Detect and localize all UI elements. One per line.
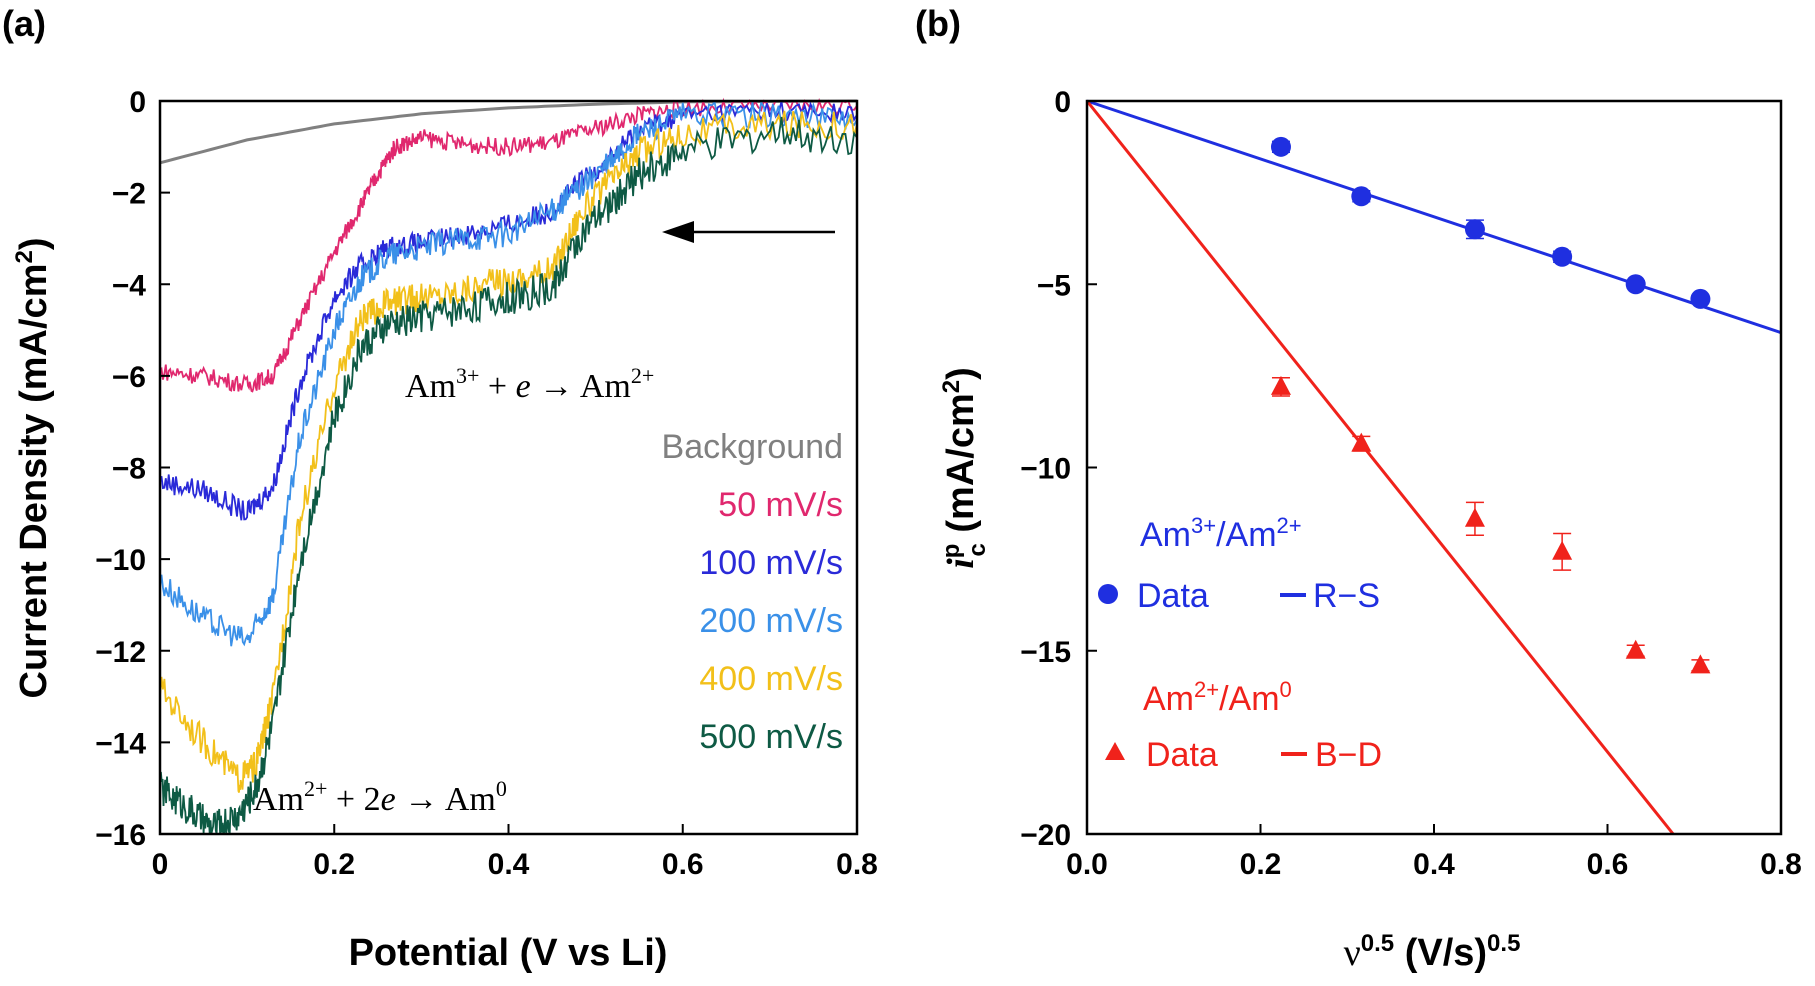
fit-line-r-s	[1086, 99, 1782, 335]
legend-entry-50-mv-s: 50 mV/s	[718, 486, 843, 524]
panel-a-x-tick-label: 0	[152, 848, 169, 881]
legend-fit-label-bd: B−D	[1315, 736, 1382, 774]
panel-b-y-tick-label: 0	[1054, 86, 1071, 119]
data-point-circle	[1625, 274, 1646, 295]
panel-a-x-tick-label: 0.8	[836, 848, 878, 881]
panel-a-y-tick-label: −16	[95, 819, 146, 852]
legend-entry-500-mv-s: 500 mV/s	[699, 718, 843, 756]
panel-a-y-tick-label: −12	[95, 636, 146, 669]
panel-b-label: (b)	[915, 3, 961, 44]
data-point-triangle	[1464, 507, 1485, 527]
legend-group-title-am3-am2: Am3+/Am2+	[1140, 513, 1302, 554]
fit-line-b-d	[1085, 100, 1675, 835]
reaction-annotation-top: Am3+ + e → Am2+	[405, 363, 654, 405]
legend-marker-triangle	[1105, 742, 1125, 760]
panel-a-x-ticks: 0 0.2 0.4 0.6 0.8	[152, 824, 878, 881]
panel-a-y-tick-label: −14	[95, 727, 146, 760]
panel-a-label: (a)	[2, 3, 46, 44]
legend-entry-200-mv-s: 200 mV/s	[699, 602, 843, 640]
panel-a-chart: 0 0.2 0.4 0.6 0.8 0 −2 −4 −6 −8 −10 −12 −14 −16 Pote…	[11, 86, 878, 974]
data-point-circle	[1690, 288, 1711, 309]
panel-b-data-points	[1270, 136, 1711, 674]
panel-a-x-tick-label: 0.6	[662, 848, 704, 881]
legend-data-label-red: Data	[1146, 736, 1218, 774]
legend-data-label-blue: Data	[1137, 577, 1209, 615]
panel-a-y-tick-label: −8	[112, 453, 146, 486]
data-point-triangle	[1270, 375, 1291, 395]
data-point-triangle	[1690, 654, 1711, 674]
panel-b-legend: Am3+/Am2+ Data R−S Am2+/Am0 Data B−D	[1098, 513, 1382, 774]
panel-b-x-axis-title: ν0.5 (V/s)0.5	[1344, 930, 1521, 974]
panel-a-x-tick-label: 0.4	[488, 848, 530, 881]
panel-b-chart: 0.0 0.2 0.4 0.6 0.8 0 −5 −10 −15 −20 ν0.5 (V/s)0…	[938, 86, 1802, 974]
panel-b-plot-frame	[1085, 99, 1783, 836]
data-point-triangle	[1552, 540, 1573, 560]
panel-b-y-tick-label: −15	[1020, 636, 1071, 669]
panel-b-x-tick-label: 0.2	[1240, 848, 1282, 881]
series-line-500-mv-s	[159, 116, 858, 835]
data-point-circle	[1351, 186, 1372, 207]
legend-group-title-am2-am0: Am2+/Am0	[1143, 677, 1292, 718]
series-line-400-mv-s	[159, 110, 858, 793]
panel-b-fit-lines	[1085, 99, 1782, 835]
legend-entry-100-mv-s: 100 mV/s	[699, 544, 843, 582]
panel-a-y-tick-label: −4	[112, 269, 147, 302]
panel-b-y-tick-label: −20	[1020, 819, 1071, 852]
panel-b-x-tick-label: 0.0	[1066, 848, 1108, 881]
data-point-triangle	[1625, 639, 1646, 659]
panel-b-x-tick-label: 0.6	[1587, 848, 1629, 881]
scan-direction-arrow	[662, 221, 835, 243]
panel-b-y-tick-label: −10	[1020, 453, 1071, 486]
series-line-50-mv-s	[159, 97, 858, 393]
panel-a-x-tick-label: 0.2	[313, 848, 355, 881]
data-point-circle	[1464, 219, 1485, 240]
legend-marker-circle	[1098, 584, 1118, 604]
panel-b-y-axis-title: ipc (mA/cm2)	[938, 367, 991, 569]
panel-a-y-tick-label: 0	[129, 86, 146, 119]
data-point-circle	[1270, 136, 1291, 157]
panel-b-y-tick-label: −5	[1037, 269, 1071, 302]
legend-entry-background: Background	[662, 428, 843, 466]
legend-fit-label-rs: R−S	[1313, 577, 1380, 615]
panel-a-y-tick-label: −6	[112, 361, 146, 394]
legend-entry-400-mv-s: 400 mV/s	[699, 660, 843, 698]
data-point-circle	[1552, 246, 1573, 267]
panel-a-legend: Background 50 mV/s 100 mV/s 200 mV/s 400 mV/…	[662, 428, 843, 756]
panel-a-y-tick-label: −2	[112, 178, 146, 211]
panel-b-x-tick-label: 0.8	[1760, 848, 1802, 881]
panel-a-series-group	[159, 97, 858, 835]
panel-b-y-ticks: 0 −5 −10 −15 −20	[1020, 86, 1097, 852]
panel-a-y-ticks: 0 −2 −4 −6 −8 −10 −12 −14 −16	[95, 86, 170, 852]
series-line-background	[159, 99, 858, 165]
panel-a-y-axis-title: Current Density (mA/cm2)	[11, 238, 55, 699]
reaction-annotation-bottom: Am2+ + 2e → Am0	[253, 776, 507, 818]
series-line-200-mv-s	[159, 99, 858, 647]
panel-a-y-tick-label: −10	[95, 544, 146, 577]
data-point-triangle	[1351, 432, 1372, 452]
panel-a-x-axis-title: Potential (V vs Li)	[349, 932, 668, 974]
panel-b-x-tick-label: 0.4	[1413, 848, 1455, 881]
panel-b-x-ticks: 0.0 0.2 0.4 0.6 0.8	[1066, 824, 1802, 881]
